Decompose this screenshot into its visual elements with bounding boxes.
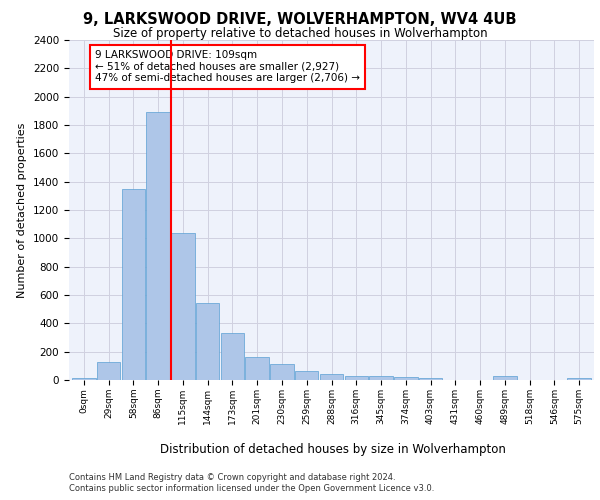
Bar — [419, 378, 442, 380]
Bar — [320, 374, 343, 380]
Text: Contains HM Land Registry data © Crown copyright and database right 2024.: Contains HM Land Registry data © Crown c… — [69, 472, 395, 482]
Bar — [221, 332, 244, 380]
Bar — [344, 376, 368, 380]
Bar — [97, 362, 121, 380]
Bar — [72, 378, 95, 380]
Text: Contains public sector information licensed under the Open Government Licence v3: Contains public sector information licen… — [69, 484, 434, 493]
Bar — [146, 112, 170, 380]
Y-axis label: Number of detached properties: Number of detached properties — [17, 122, 28, 298]
Text: Size of property relative to detached houses in Wolverhampton: Size of property relative to detached ho… — [113, 28, 487, 40]
Bar — [196, 303, 220, 380]
Bar — [171, 232, 194, 380]
Bar — [568, 378, 591, 380]
Bar — [369, 376, 393, 380]
Bar — [394, 377, 418, 380]
Bar — [270, 364, 294, 380]
Bar — [122, 190, 145, 380]
Bar — [245, 356, 269, 380]
Bar — [493, 376, 517, 380]
Text: Distribution of detached houses by size in Wolverhampton: Distribution of detached houses by size … — [160, 442, 506, 456]
Text: 9 LARKSWOOD DRIVE: 109sqm
← 51% of detached houses are smaller (2,927)
47% of se: 9 LARKSWOOD DRIVE: 109sqm ← 51% of detac… — [95, 50, 360, 84]
Bar — [295, 371, 319, 380]
Text: 9, LARKSWOOD DRIVE, WOLVERHAMPTON, WV4 4UB: 9, LARKSWOOD DRIVE, WOLVERHAMPTON, WV4 4… — [83, 12, 517, 28]
